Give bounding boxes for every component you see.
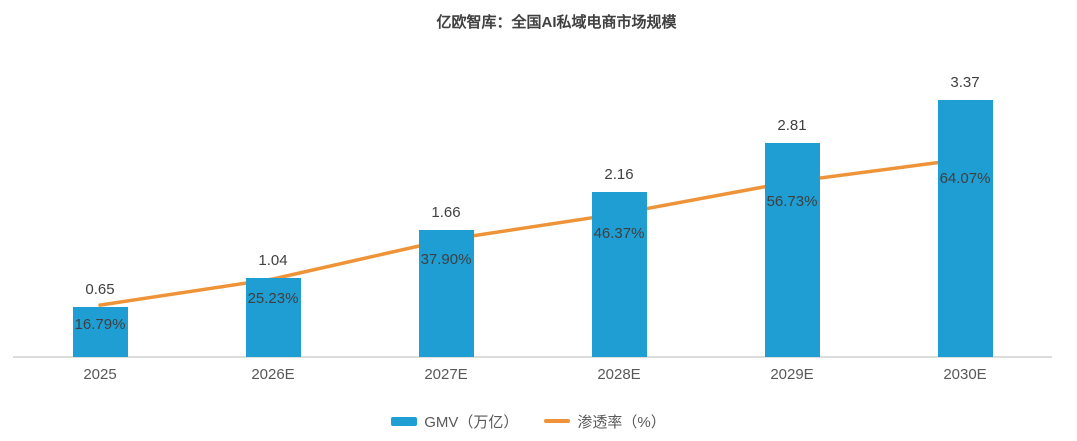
- bar-value-label: 0.65: [85, 281, 115, 299]
- x-axis-line: [13, 356, 1052, 358]
- x-tick-label: 2027E: [424, 366, 468, 383]
- gmv-bar: [764, 142, 820, 357]
- x-tick-label: 2029E: [770, 366, 814, 383]
- gmv-bar: [245, 277, 301, 357]
- legend-penetration-label: 渗透率（%）: [577, 413, 666, 431]
- gmv-bar: [418, 230, 474, 357]
- penetration-value-label: 25.23%: [247, 290, 299, 308]
- penetration-value-label: 46.37%: [593, 224, 645, 242]
- legend-item-penetration: 渗透率（%）: [544, 411, 666, 432]
- x-tick-label: 2030E: [943, 366, 987, 383]
- bar-value-label: 2.16: [604, 166, 634, 184]
- legend: GMV（万亿） 渗透率（%）: [0, 410, 1067, 432]
- x-tick-label: 2025: [83, 366, 117, 383]
- gmv-bar-swatch-icon: [391, 416, 418, 426]
- bar-value-label: 1.66: [431, 204, 461, 222]
- bar-value-label: 2.81: [777, 116, 807, 134]
- gmv-bar: [591, 192, 647, 357]
- penetration-value-label: 37.90%: [420, 250, 472, 268]
- penetration-line-swatch-icon: [544, 419, 571, 423]
- penetration-line: [98, 157, 967, 307]
- gmv-bar: [937, 100, 993, 357]
- bar-value-label: 3.37: [950, 74, 980, 92]
- penetration-value-label: 64.07%: [939, 170, 991, 188]
- x-tick-label: 2026E: [251, 366, 295, 383]
- x-tick-label: 2028E: [597, 366, 641, 383]
- penetration-value-label: 16.79%: [74, 316, 126, 334]
- chart-title: 亿欧智库：全国AI私域电商市场规模: [436, 14, 677, 31]
- gmv-bar: [72, 307, 128, 357]
- penetration-value-label: 56.73%: [766, 192, 818, 210]
- legend-gmv-label: GMV（万亿）: [424, 413, 519, 431]
- legend-item-gmv: GMV（万亿）: [391, 411, 518, 432]
- bar-value-label: 1.04: [258, 251, 288, 269]
